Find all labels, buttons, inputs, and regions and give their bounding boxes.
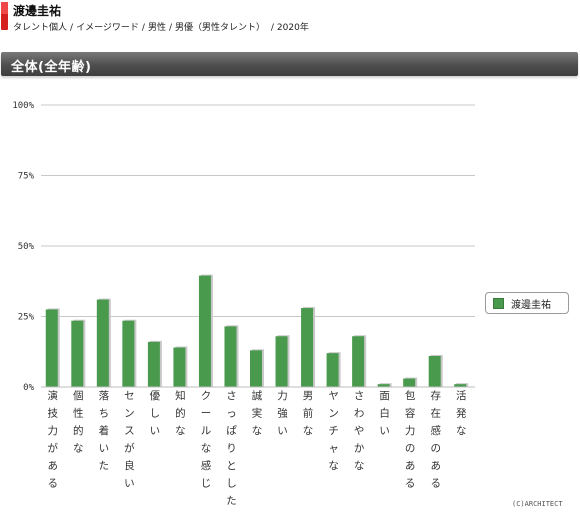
x-tick-label: 男前な <box>303 390 314 437</box>
bar <box>96 299 109 387</box>
bar <box>377 384 390 387</box>
y-tick-label: 0% <box>23 383 34 393</box>
x-tick-label: 活発な <box>456 390 467 437</box>
y-tick-label: 50% <box>18 242 35 252</box>
x-tick-label: 存在感のある <box>430 389 441 490</box>
breadcrumb-item: 男性 <box>147 23 166 33</box>
bar <box>45 309 58 387</box>
breadcrumb-item: 2020年 <box>276 23 309 33</box>
x-tick-label: さっぱりとした <box>226 390 237 507</box>
bar <box>173 347 186 387</box>
bar-chart: 0% 25% 50% 75% 100% 演技力がある 個性的な 落ち着いた センスが良い 優しい 知… <box>12 101 475 507</box>
talent-name: 渡邊圭祐 <box>13 4 62 18</box>
x-tick-label: ヤンチャな <box>328 390 339 472</box>
bar <box>198 275 211 387</box>
copyright: (C)ARCHITECT <box>512 500 563 508</box>
legend-label: 渡邊圭祐 <box>511 300 551 311</box>
breadcrumb-item: / <box>141 23 145 33</box>
y-tick-label: 25% <box>18 313 35 323</box>
x-tick-label: クールな感じ <box>201 390 212 490</box>
section-bar: 全体(全年齢) <box>1 52 578 76</box>
breadcrumb-item: / <box>268 23 274 33</box>
bar <box>454 384 467 387</box>
bar <box>428 355 441 387</box>
bar <box>301 308 314 387</box>
bar <box>250 350 262 387</box>
breadcrumb-item: イメージワード <box>76 23 139 33</box>
x-tick-label: 演技力がある <box>48 389 59 490</box>
y-tick-label: 100% <box>12 101 34 111</box>
bar <box>147 341 160 387</box>
breadcrumb: タレント個人 / イメージワード / 男性 / 男優（男性タレント） /2020年 <box>13 20 312 33</box>
x-tick-label: 個性的な <box>73 389 84 455</box>
section-title: 全体(全年齢) <box>11 60 92 75</box>
bar <box>326 353 339 387</box>
x-tick-label: 知的な <box>175 389 186 437</box>
header: 渡邊圭祐 タレント個人 / イメージワード / 男性 / 男優（男性タレント） /2020年 <box>0 0 580 40</box>
breadcrumb-item: タレント個人 <box>13 23 68 33</box>
x-tick-label: 包容力のある <box>405 389 416 490</box>
x-tick-label: 力強い <box>277 389 288 437</box>
y-tick-label: 75% <box>18 172 35 182</box>
bar <box>403 378 416 387</box>
x-tick-label: 落ち着いた <box>99 390 110 472</box>
breadcrumb-item: / <box>70 23 74 33</box>
legend-swatch <box>493 298 504 309</box>
bar <box>71 320 84 387</box>
breadcrumb-item: 男優（男性タレント） <box>175 23 266 33</box>
bar <box>224 326 237 387</box>
legend: 渡邊圭祐 <box>485 292 569 314</box>
bar <box>352 336 365 387</box>
x-tick-label: 面白い <box>379 390 390 437</box>
bar <box>122 320 135 387</box>
x-tick-label: 誠実な <box>252 389 263 437</box>
title-marker <box>1 2 8 30</box>
bar <box>275 336 288 387</box>
x-tick-label: さわやかな <box>354 390 365 472</box>
x-tick-label: 優しい <box>150 389 161 437</box>
x-tick-label: センスが良い <box>124 390 135 490</box>
breadcrumb-item: / <box>168 23 172 33</box>
